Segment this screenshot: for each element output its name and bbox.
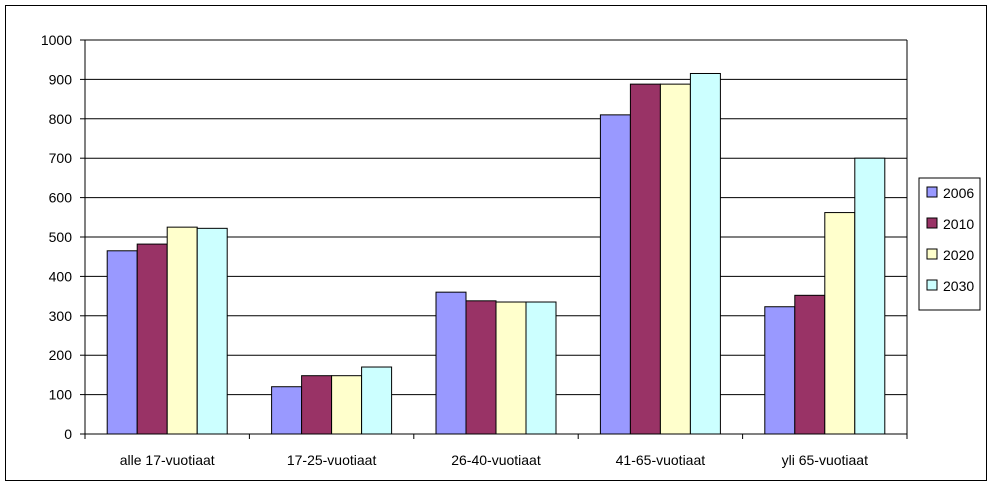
bar-2020-0 [166,226,198,435]
bar-2006-4 [764,306,796,435]
y-tick-label: 100 [49,387,73,403]
bar-2010-4 [794,294,826,435]
y-tick-label: 300 [49,308,73,324]
x-tick-label: 17-25-vuotiaat [287,452,377,468]
bar-2006-1 [271,386,303,435]
x-tick-label: alle 17-vuotiaat [120,452,215,468]
legend-swatch-2030 [926,279,938,291]
bar-2030-4 [854,157,886,435]
legend: 2006 2010 2020 2030 [918,177,981,311]
legend-swatch-2020 [926,248,938,260]
bar-2020-1 [331,375,363,435]
y-tick-label: 500 [49,229,73,245]
bar-2030-0 [196,227,228,435]
bar-2006-0 [106,250,138,435]
bar-2010-0 [136,243,168,435]
y-tick-label: 900 [49,71,73,87]
bars [106,72,886,435]
legend-label-2020: 2020 [943,247,974,263]
x-tick-labels: alle 17-vuotiaat 17-25-vuotiaat 26-40-vuot… [120,452,868,468]
x-tick-label: 41-65-vuotiaat [616,452,706,468]
axes [80,39,908,439]
bar-2030-3 [689,72,721,435]
bar-2010-3 [629,83,661,435]
y-tick-label: 0 [64,426,72,442]
bar-2020-4 [824,212,856,435]
legend-label-2010: 2010 [943,216,974,232]
legend-swatch-2006 [926,186,938,198]
x-tick-label: 26-40-vuotiaat [451,452,541,468]
y-tick-label: 600 [49,190,73,206]
bar-2006-2 [435,291,467,435]
x-tick-label: yli 65-vuotiaat [782,452,868,468]
legend-label-2006: 2006 [943,185,974,201]
bar-2020-2 [495,301,527,435]
bar-2006-3 [599,114,631,435]
y-tick-label: 200 [49,347,73,363]
bar-2030-2 [525,301,557,435]
bar-2010-1 [301,375,333,435]
y-tick-label: 400 [49,268,73,284]
legend-box [918,177,981,311]
y-tick-label: 700 [49,150,73,166]
bar-2030-1 [361,366,393,435]
y-tick-labels: 0 100 200 300 400 500 600 700 800 900 1000 [41,32,72,442]
bar-2020-3 [659,83,691,435]
legend-label-2030: 2030 [943,278,974,294]
bar-2010-2 [465,300,497,435]
y-tick-label: 1000 [41,32,72,48]
y-tick-label: 800 [49,111,73,127]
legend-swatch-2010 [926,217,938,229]
